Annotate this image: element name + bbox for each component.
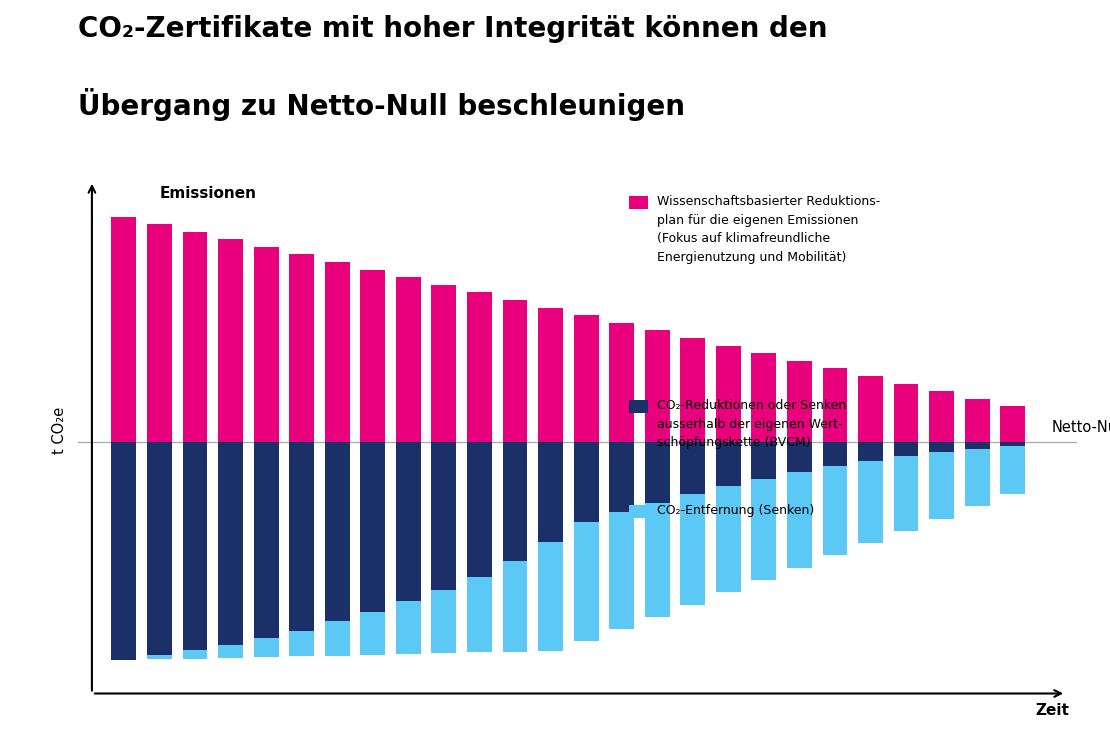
Text: t CO₂e: t CO₂e — [52, 406, 68, 453]
Bar — [503, 562, 527, 652]
Bar — [361, 612, 385, 655]
Bar — [609, 442, 634, 512]
Bar — [716, 345, 740, 442]
Text: CO₂-Reduktionen oder Senken
ausserhalb der eigenen Wert-
schöpfungskette (BVCM): CO₂-Reduktionen oder Senken ausserhalb d… — [657, 399, 847, 449]
Bar — [325, 621, 350, 656]
Bar — [609, 512, 634, 629]
Bar — [396, 601, 421, 654]
Bar — [361, 442, 385, 612]
Text: Wissenschaftsbasierter Reduktions-
plan für die eigenen Emissionen
(Fokus auf kl: Wissenschaftsbasierter Reduktions- plan … — [657, 196, 880, 264]
Bar — [182, 232, 208, 442]
Text: CO₂-Entfernung (Senken): CO₂-Entfernung (Senken) — [657, 503, 815, 517]
Bar — [574, 442, 598, 522]
Bar — [432, 285, 456, 442]
Text: CO₂-Zertifikate mit hoher Integrität können den: CO₂-Zertifikate mit hoher Integrität kön… — [78, 15, 827, 43]
Bar — [1000, 442, 1026, 446]
Bar — [467, 293, 492, 442]
Bar — [219, 645, 243, 658]
Bar — [503, 300, 527, 442]
Bar — [716, 442, 740, 486]
Bar — [858, 376, 882, 442]
Text: Netto-Null: Netto-Null — [1052, 420, 1110, 435]
Bar — [823, 466, 847, 556]
Bar — [965, 449, 990, 506]
Bar — [894, 456, 918, 531]
Bar — [823, 368, 847, 442]
Bar — [147, 442, 172, 655]
Bar — [929, 391, 955, 442]
Bar — [254, 638, 279, 657]
Bar — [254, 442, 279, 638]
Bar — [823, 442, 847, 466]
Bar — [751, 478, 776, 580]
Bar — [503, 442, 527, 562]
Bar — [751, 442, 776, 478]
Bar — [574, 522, 598, 642]
Bar — [787, 472, 811, 567]
Bar — [290, 254, 314, 442]
Bar — [147, 224, 172, 442]
Bar — [219, 240, 243, 442]
Bar — [467, 442, 492, 577]
Bar — [894, 442, 918, 456]
Bar — [1000, 406, 1026, 442]
Bar — [965, 399, 990, 442]
Bar — [538, 542, 563, 650]
Bar — [645, 331, 669, 442]
Bar — [467, 577, 492, 653]
Bar — [182, 650, 208, 659]
Bar — [858, 461, 882, 543]
Bar — [965, 442, 990, 449]
Bar — [574, 315, 598, 442]
Bar — [147, 655, 172, 659]
Bar — [929, 452, 955, 519]
Bar — [645, 503, 669, 617]
Bar — [325, 442, 350, 621]
Bar — [396, 442, 421, 601]
Bar — [254, 247, 279, 442]
Bar — [628, 505, 648, 518]
Bar — [290, 631, 314, 656]
Bar — [787, 442, 811, 472]
Bar — [894, 384, 918, 442]
Bar — [396, 277, 421, 442]
Bar — [787, 361, 811, 442]
Bar — [325, 262, 350, 442]
Text: Übergang zu Netto-Null beschleunigen: Übergang zu Netto-Null beschleunigen — [78, 88, 685, 121]
Bar — [538, 442, 563, 542]
Bar — [751, 354, 776, 442]
Bar — [432, 589, 456, 653]
Bar — [111, 442, 137, 660]
Bar — [182, 442, 208, 650]
Bar — [680, 338, 705, 442]
Text: Zeit: Zeit — [1036, 703, 1070, 718]
Bar — [361, 270, 385, 442]
Bar — [219, 442, 243, 645]
Text: Emissionen: Emissionen — [160, 186, 256, 201]
Bar — [432, 442, 456, 589]
Bar — [609, 323, 634, 442]
Bar — [680, 442, 705, 494]
Bar — [716, 486, 740, 592]
Bar — [645, 442, 669, 503]
Bar — [628, 196, 648, 209]
Bar — [1000, 446, 1026, 494]
Bar — [680, 494, 705, 604]
Bar — [929, 442, 955, 452]
Bar — [628, 401, 648, 414]
Bar — [538, 308, 563, 442]
Bar — [858, 442, 882, 461]
Bar — [111, 217, 137, 442]
Bar — [290, 442, 314, 631]
